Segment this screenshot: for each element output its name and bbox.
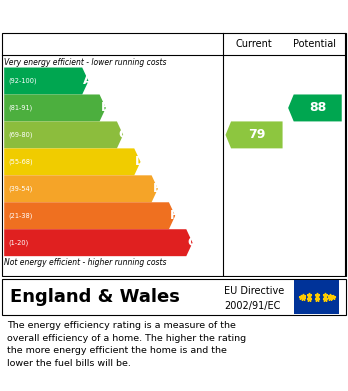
Text: G: G — [187, 236, 198, 249]
Polygon shape — [288, 95, 342, 122]
Text: Energy Efficiency Rating: Energy Efficiency Rating — [10, 7, 239, 25]
Text: (1-20): (1-20) — [9, 239, 29, 246]
Text: A: A — [83, 75, 93, 88]
Text: England & Wales: England & Wales — [10, 288, 180, 306]
Text: 79: 79 — [248, 128, 266, 142]
Polygon shape — [226, 122, 283, 148]
Text: (69-80): (69-80) — [9, 132, 33, 138]
Polygon shape — [4, 68, 88, 95]
Text: Not energy efficient - higher running costs: Not energy efficient - higher running co… — [4, 258, 167, 267]
Text: (81-91): (81-91) — [9, 105, 33, 111]
Text: 2002/91/EC: 2002/91/EC — [224, 301, 281, 311]
Text: The energy efficiency rating is a measure of the
overall efficiency of a home. T: The energy efficiency rating is a measur… — [7, 321, 246, 368]
Text: Current: Current — [236, 39, 272, 49]
Text: (92-100): (92-100) — [9, 78, 37, 84]
Polygon shape — [4, 202, 175, 229]
Polygon shape — [4, 95, 106, 122]
Polygon shape — [4, 175, 158, 202]
Text: C: C — [118, 128, 127, 142]
Text: F: F — [170, 209, 179, 222]
Text: D: D — [135, 155, 145, 169]
Text: E: E — [153, 182, 161, 195]
Polygon shape — [4, 122, 123, 148]
Text: (21-38): (21-38) — [9, 212, 33, 219]
Text: EU Directive: EU Directive — [224, 286, 285, 296]
Polygon shape — [4, 229, 192, 256]
Text: (39-54): (39-54) — [9, 186, 33, 192]
Text: Potential: Potential — [293, 39, 337, 49]
Text: 88: 88 — [309, 101, 326, 115]
Text: Very energy efficient - lower running costs: Very energy efficient - lower running co… — [4, 58, 167, 67]
Text: (55-68): (55-68) — [9, 159, 33, 165]
Text: B: B — [101, 101, 110, 115]
Polygon shape — [4, 148, 141, 175]
Bar — [294, 280, 339, 314]
